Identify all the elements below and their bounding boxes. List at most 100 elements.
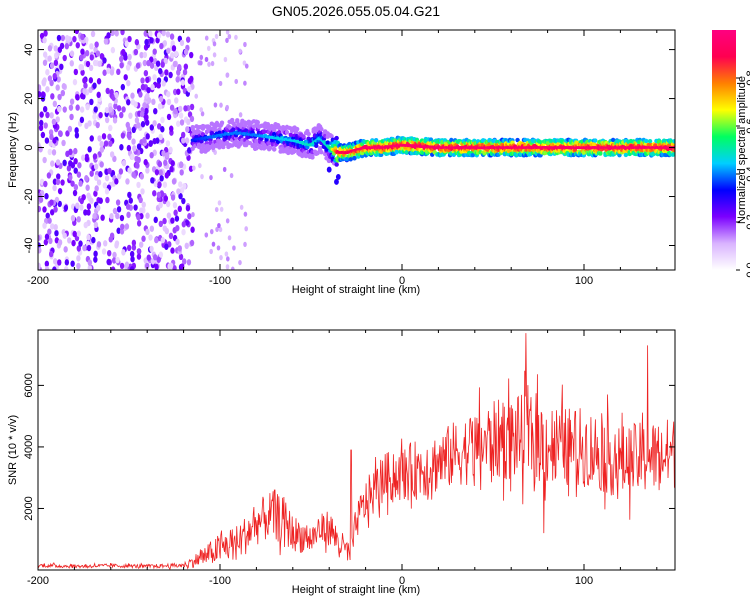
noise-cell xyxy=(204,232,209,238)
noise-cell xyxy=(55,159,61,166)
noise-cell xyxy=(149,124,154,131)
noise-cell xyxy=(145,167,150,174)
noise-cell xyxy=(60,34,66,42)
noise-cell xyxy=(63,204,69,212)
noise-cell xyxy=(173,209,178,216)
noise-cell xyxy=(126,211,131,219)
noise-cell xyxy=(39,32,45,40)
noise-cell xyxy=(121,249,126,256)
noise-cell xyxy=(130,92,135,99)
noise-cell xyxy=(113,102,118,110)
noise-cell xyxy=(145,262,150,270)
noise-cell xyxy=(187,213,192,220)
snr-x-tick-label: -100 xyxy=(209,575,231,587)
noise-cell xyxy=(92,82,97,89)
noise-cell xyxy=(57,259,62,266)
noise-cell xyxy=(144,114,149,121)
noise-cell xyxy=(54,229,59,237)
noise-cell xyxy=(106,258,111,266)
noise-cell xyxy=(123,74,128,81)
noise-cell xyxy=(149,152,154,159)
noise-cell xyxy=(234,78,239,85)
noise-cell xyxy=(38,196,44,203)
noise-cell xyxy=(44,260,50,267)
noise-cell xyxy=(199,60,203,66)
noise-cell xyxy=(225,218,230,224)
noise-cell xyxy=(53,206,58,213)
noise-cell xyxy=(64,43,70,50)
noise-cell xyxy=(57,46,63,53)
noise-cell xyxy=(95,50,101,57)
noise-cell xyxy=(127,35,132,43)
noise-cell xyxy=(166,47,171,54)
snr-y-tick-label: 4000 xyxy=(23,435,35,459)
noise-cell xyxy=(154,236,159,244)
noise-cell xyxy=(119,228,125,235)
noise-cell xyxy=(146,97,152,104)
noise-cell xyxy=(105,196,110,204)
noise-cell xyxy=(56,76,61,83)
noise-cell xyxy=(127,191,132,199)
noise-cell xyxy=(186,259,192,266)
noise-cell xyxy=(149,225,155,232)
spectrogram-y-tick-label: 40 xyxy=(23,43,35,55)
noise-cell xyxy=(135,162,140,169)
noise-cell xyxy=(52,184,57,192)
noise-cell xyxy=(126,125,132,133)
signal-cell xyxy=(334,178,339,185)
noise-cell xyxy=(163,159,168,166)
noise-cell xyxy=(108,124,113,132)
noise-cell xyxy=(87,259,93,266)
noise-cell xyxy=(115,212,120,220)
noise-cell xyxy=(227,235,232,241)
noise-cell xyxy=(152,120,157,127)
noise-cell xyxy=(158,201,163,209)
snr-ticks: -200 -100 0 100 2000 4000 6000 xyxy=(23,330,675,587)
noise-cell xyxy=(98,171,103,178)
noise-cell xyxy=(185,36,191,43)
signal-cell xyxy=(310,155,315,160)
spectrogram-x-tick-label: 0 xyxy=(399,275,405,287)
noise-cell xyxy=(72,35,77,43)
noise-cell xyxy=(225,264,230,270)
noise-cell xyxy=(172,88,178,96)
noise-cell xyxy=(178,112,184,119)
noise-cell xyxy=(152,254,158,261)
noise-cell xyxy=(131,171,136,178)
noise-cell xyxy=(163,195,169,202)
noise-cell xyxy=(126,99,131,106)
spectrogram-y-tick-label: 0 xyxy=(23,144,35,150)
noise-cell xyxy=(49,112,54,119)
noise-cell xyxy=(126,244,132,252)
noise-cell xyxy=(51,149,57,156)
noise-cell xyxy=(45,69,50,76)
noise-cell xyxy=(99,161,104,168)
noise-cell xyxy=(156,123,162,130)
noise-cell xyxy=(103,38,109,45)
noise-cell xyxy=(149,37,154,44)
signal-cell xyxy=(617,152,622,158)
signal-cell xyxy=(359,153,365,159)
noise-cell xyxy=(95,121,100,129)
noise-cell xyxy=(39,119,44,127)
noise-cell xyxy=(226,256,230,262)
noise-cell xyxy=(192,165,196,171)
noise-cell xyxy=(234,34,238,40)
noise-cell xyxy=(99,146,105,153)
signal-cell xyxy=(598,151,603,156)
noise-cell xyxy=(86,203,92,210)
noise-cell xyxy=(110,266,116,270)
noise-cell xyxy=(211,241,216,247)
signal-cell xyxy=(325,140,330,145)
signal-cell xyxy=(261,129,267,134)
noise-cell xyxy=(93,106,98,113)
noise-cell xyxy=(229,172,234,179)
noise-cell xyxy=(160,237,166,244)
noise-cell xyxy=(92,153,98,160)
noise-cell xyxy=(165,140,171,147)
noise-cell xyxy=(146,59,151,67)
noise-cell xyxy=(153,107,158,115)
noise-cell xyxy=(76,262,81,270)
noise-cell xyxy=(101,133,107,140)
